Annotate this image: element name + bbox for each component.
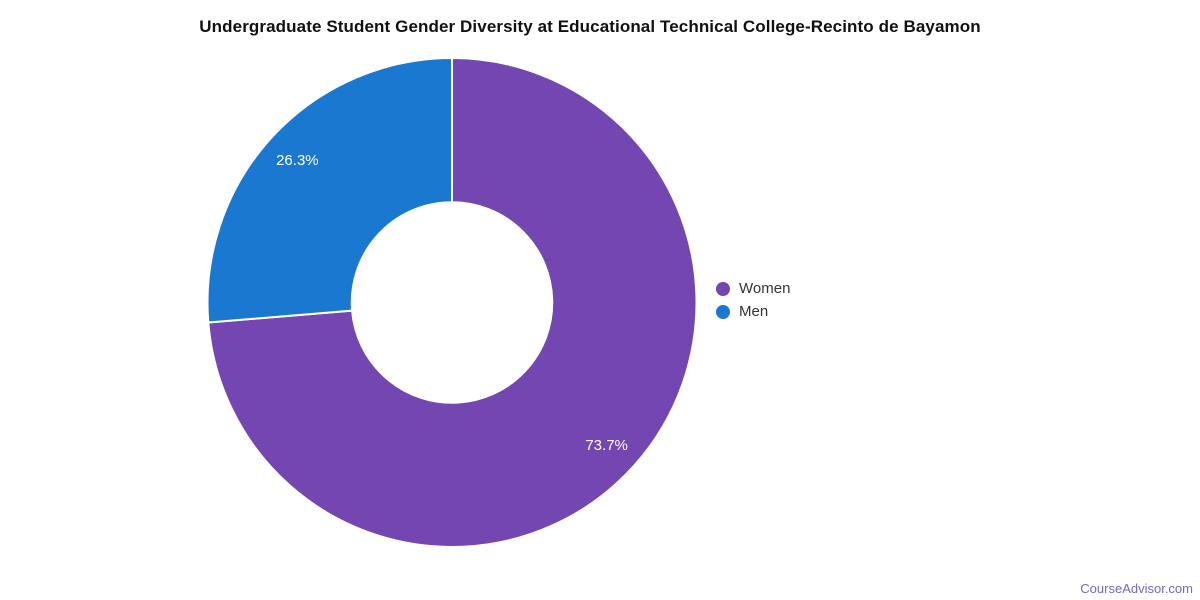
legend-item-men[interactable]: Men (716, 303, 790, 320)
legend-marker-women-icon (716, 281, 730, 296)
slice-women[interactable] (207, 57, 698, 548)
slice-men[interactable] (206, 57, 453, 324)
slice-datalabel-women: 73.7% (585, 437, 628, 454)
chart-title: Undergraduate Student Gender Diversity a… (199, 17, 981, 36)
legend-label-women: Women (739, 280, 791, 297)
legend-item-women[interactable]: Women (716, 280, 790, 297)
legend-marker-men-icon (716, 304, 730, 319)
legend: Women Men (716, 280, 790, 320)
legend-label-men: Men (739, 303, 769, 320)
slice-datalabel-men: 26.3% (276, 152, 319, 169)
courseadvisor-credit-link[interactable]: CourseAdvisor.com (1080, 581, 1193, 596)
